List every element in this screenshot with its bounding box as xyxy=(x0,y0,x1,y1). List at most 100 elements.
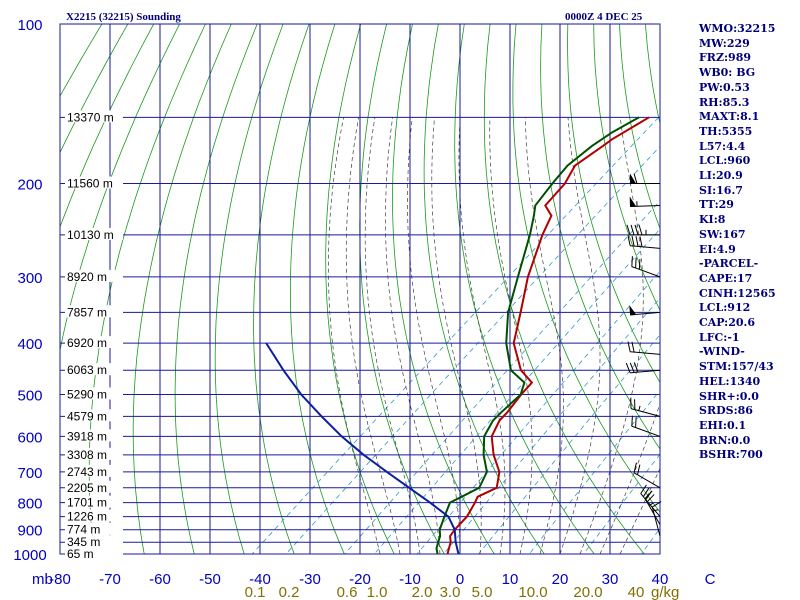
temp-tick-label: 20 xyxy=(552,571,569,588)
wind-barb-staff xyxy=(633,472,661,489)
moist-adiabat xyxy=(458,117,506,554)
temp-tick-label: C xyxy=(705,571,716,588)
temp-tick-label: -50 xyxy=(199,571,221,588)
chart-title: X2215 (32215) Sounding xyxy=(66,11,181,23)
wind-barb-tick xyxy=(631,415,633,427)
wind-barb-tick xyxy=(635,417,637,428)
moist-adiabat xyxy=(364,117,421,554)
stat-line: SW:167 xyxy=(699,227,746,241)
height-label: 4579 m xyxy=(67,409,107,423)
stat-line: HEL:1340 xyxy=(699,374,761,388)
mixing-ratio-label: 20.0 xyxy=(573,584,602,600)
wind-barb-staff xyxy=(651,506,661,537)
pressure-tick-label: 700 xyxy=(17,465,42,482)
height-label-bg xyxy=(65,429,123,442)
height-label-bg xyxy=(65,363,123,376)
height-label: 65 m xyxy=(67,547,94,561)
mixing-ratio-line xyxy=(344,200,660,554)
wind-barb-tick xyxy=(633,462,637,473)
stat-line: EI:4.9 xyxy=(699,242,736,256)
wind-barb-flag xyxy=(629,305,637,315)
temp-tick-label: 0 xyxy=(456,571,464,588)
mixing-ratio-line xyxy=(478,334,660,554)
wind-barb-tick xyxy=(638,258,641,270)
height-label: 13370 m xyxy=(67,110,114,124)
height-label: 11560 m xyxy=(67,177,113,191)
dry-adiabat xyxy=(567,24,660,384)
height-label-bg xyxy=(65,387,123,400)
wind-barb-tick xyxy=(631,235,635,247)
wind-barb-flag xyxy=(630,173,636,184)
pressure-tick-label: 800 xyxy=(17,496,42,513)
wind-barb xyxy=(644,490,661,525)
moist-adiabat xyxy=(619,467,660,554)
wind-barb-staff xyxy=(631,266,661,278)
stat-line: STM:157/43 xyxy=(699,360,774,374)
height-label: 1226 m xyxy=(67,510,107,524)
parcel-line xyxy=(265,342,460,554)
height-label: 345 m xyxy=(67,535,100,549)
height-label-bg xyxy=(65,409,123,422)
mixing-ratio-label: 10.0 xyxy=(518,584,547,600)
wind-barb-flag xyxy=(629,196,637,207)
height-label: 7857 m xyxy=(67,305,107,319)
wind-barb xyxy=(630,398,661,417)
stat-line: SRDS:86 xyxy=(699,404,753,418)
wind-barb xyxy=(626,224,660,236)
wind-barb xyxy=(627,235,661,249)
mixing-ratio-line xyxy=(251,117,659,554)
moist-adiabat xyxy=(431,117,482,554)
stat-line: LCL:912 xyxy=(699,301,751,315)
stat-line: TH:5355 xyxy=(699,124,753,138)
stat-line: CAPE:17 xyxy=(699,271,753,285)
height-label-bg xyxy=(65,547,123,559)
mixing-ratio-unit: g/kg xyxy=(651,584,679,600)
height-label: 774 m xyxy=(67,523,100,537)
pressure-tick-label: 600 xyxy=(17,429,42,446)
temp-tick-label: -60 xyxy=(149,571,171,588)
mixing-ratio-label: 2.0 xyxy=(412,584,433,600)
stat-line: L57:4.4 xyxy=(699,139,746,153)
wind-barb-staff xyxy=(630,245,661,249)
stat-line: CINH:12565 xyxy=(699,286,776,300)
plot-border xyxy=(59,23,661,555)
height-label-bg xyxy=(65,495,123,508)
mixing-ratio-label: 5.0 xyxy=(472,584,493,600)
moist-adiabat xyxy=(524,117,564,554)
height-label: 6920 m xyxy=(67,336,107,350)
wind-barb-tick xyxy=(642,487,650,497)
wind-barb xyxy=(630,173,660,185)
height-label: 3918 m xyxy=(67,429,107,443)
dry-adiabat xyxy=(593,24,660,312)
height-label: 1701 m xyxy=(67,496,107,510)
pressure-tick-label: 100 xyxy=(17,17,42,34)
temp-tick-label: 40 xyxy=(652,571,669,588)
height-label: 3308 m xyxy=(67,448,107,462)
stat-line: -WIND- xyxy=(699,345,745,359)
wind-barb-tick xyxy=(635,236,639,247)
wind-barb xyxy=(651,501,662,537)
wind-barb-tick xyxy=(626,224,631,236)
wind-barb-tick xyxy=(627,235,631,246)
stat-line: SI:16.7 xyxy=(699,183,743,197)
wind-barb-tick xyxy=(651,501,662,508)
wind-barb xyxy=(627,341,661,355)
wind-barb-tick xyxy=(633,362,639,373)
wind-barb-tick xyxy=(644,490,653,499)
height-label: 5290 m xyxy=(67,387,107,401)
height-label-bg xyxy=(65,464,123,477)
height-label: 10130 m xyxy=(67,228,114,242)
height-label: 6063 m xyxy=(67,363,107,377)
temp-tick-label: -30 xyxy=(299,571,321,588)
pressure-tick-label: 200 xyxy=(17,177,42,194)
wind-barb-half xyxy=(638,405,641,411)
wind-barb-staff xyxy=(630,369,661,374)
height-label-bg xyxy=(65,509,123,522)
stat-line: MAXT:8.1 xyxy=(699,110,760,124)
mixing-ratio-line xyxy=(416,270,660,554)
wind-barb-staff xyxy=(644,498,661,525)
wind-barb xyxy=(625,362,661,374)
stat-line: FRZ:989 xyxy=(699,51,752,65)
stat-line: WB0: BG xyxy=(699,66,756,80)
wind-barb-tick xyxy=(633,173,638,184)
